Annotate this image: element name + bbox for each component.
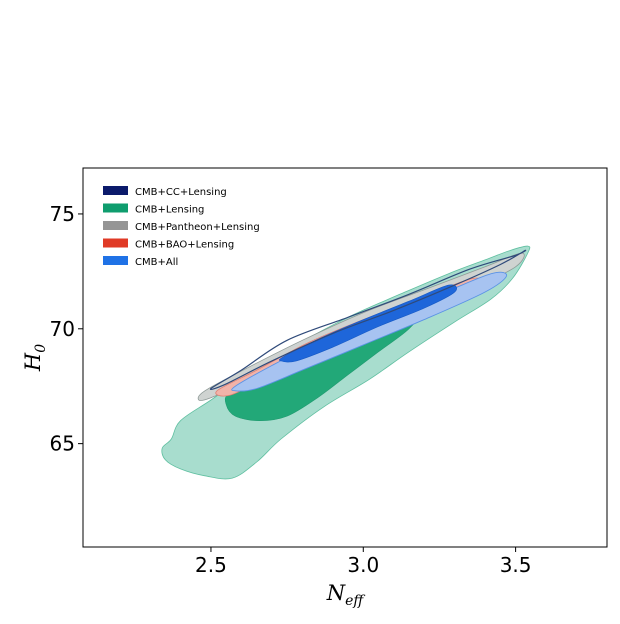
x-tick-label: 3.0 — [347, 553, 379, 577]
legend-swatch — [103, 186, 128, 195]
legend-label: CMB+Lensing — [135, 205, 204, 216]
y-tick-label: 70 — [50, 317, 75, 341]
legend-swatch — [103, 256, 128, 265]
x-tick-label: 2.5 — [195, 553, 227, 577]
legend-label: CMB+Pantheon+Lensing — [135, 222, 260, 233]
x-axis-label-main: N — [326, 581, 346, 605]
contour-layer — [161, 245, 531, 480]
y-axis-label: H0 — [21, 344, 49, 372]
legend-label: CMB+BAO+Lensing — [135, 240, 234, 251]
x-axis-label: Neff — [326, 581, 366, 609]
y-axis: 65 70 75 — [50, 202, 83, 456]
legend-label: CMB+All — [135, 257, 178, 268]
y-axis-label-main: H — [21, 352, 45, 372]
x-tick-label: 3.5 — [500, 553, 532, 577]
x-axis: 2.5 3.0 3.5 — [195, 547, 532, 577]
legend: CMB+CC+Lensing CMB+Lensing CMB+Pantheon+Le… — [103, 186, 260, 268]
y-axis-label-sub: 0 — [33, 344, 49, 353]
legend-label: CMB+CC+Lensing — [135, 187, 227, 198]
x-axis-label-sub: eff — [345, 593, 365, 609]
legend-swatch — [103, 221, 128, 230]
contour-cmb-cc-lensing-95 — [209, 249, 527, 390]
plot-frame — [82, 167, 608, 548]
y-tick-label: 75 — [50, 202, 75, 226]
y-tick-label: 65 — [50, 432, 75, 456]
legend-swatch — [103, 203, 128, 213]
contour-cmb-all-68 — [279, 284, 457, 363]
legend-swatch — [103, 238, 128, 248]
